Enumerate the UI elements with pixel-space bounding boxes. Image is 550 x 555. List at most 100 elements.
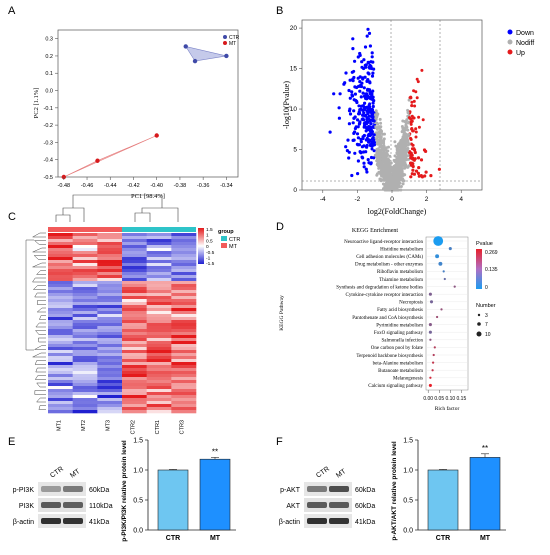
heatmap-cell	[97, 263, 123, 267]
kegg-title: KEGG Enrichment	[352, 228, 398, 234]
blot-f-band-1-ctr	[307, 486, 327, 492]
blot-e-kda-3: 41kDa	[89, 519, 109, 526]
volcano-point	[380, 178, 384, 182]
heatmap-cell	[122, 251, 147, 255]
volcano-point-down	[352, 116, 356, 120]
volcano-point	[412, 99, 416, 103]
volcano-point-down	[368, 44, 372, 48]
volcano-point-down	[351, 79, 355, 83]
heatmap-cell	[97, 329, 123, 333]
heatmap-cell	[171, 383, 197, 387]
row-dendrogram-branch	[35, 270, 46, 275]
heatmap-cell	[146, 407, 172, 411]
kegg-x-tick-label: 0.05	[434, 396, 444, 402]
volcano-point	[379, 121, 383, 125]
volcano-point	[383, 184, 387, 188]
heatmap-cell	[122, 362, 147, 366]
pca-ctr-hull	[185, 45, 227, 62]
volcano-point	[380, 147, 384, 151]
bar-e-y-tick-label: 1.0	[133, 468, 143, 475]
volcano-point	[384, 153, 388, 157]
volcano-point-down	[371, 71, 375, 75]
volcano-point	[415, 96, 419, 100]
blot-f-label-3: β-actin	[279, 519, 300, 526]
heatmap-cell	[72, 353, 98, 357]
heatmap-cell	[171, 287, 197, 291]
blot-f-band-3-ctr	[307, 518, 327, 524]
heatmap-cell	[72, 347, 98, 351]
volcano-point	[398, 149, 402, 153]
heatmap-scale-label: -1.5	[206, 261, 215, 267]
blot-e-kda-2: 110kDa	[89, 503, 113, 510]
heatmap-cell	[72, 293, 98, 297]
heatmap-cell	[72, 284, 98, 288]
blot-f-label-2: AKT	[286, 503, 300, 510]
kegg-point	[440, 308, 443, 311]
heatmap-cell	[171, 236, 197, 240]
volcano-point-down	[353, 92, 357, 96]
heatmap-scale-label: 0.5	[206, 238, 213, 244]
heatmap-cell	[72, 305, 98, 309]
volcano-point-up	[409, 163, 414, 167]
heatmap-cell	[171, 407, 197, 411]
heatmap-cell	[146, 329, 172, 333]
heatmap-cell	[97, 344, 123, 348]
heatmap-group-ctr-swatch	[221, 236, 227, 241]
heatmap-cell	[48, 341, 73, 345]
heatmap-cell	[97, 392, 123, 396]
kegg-pathway-label: Necroptosis	[399, 301, 423, 306]
volcano-point-down	[365, 109, 369, 113]
volcano-point	[393, 140, 397, 144]
volcano-point-down	[357, 112, 361, 116]
blot-e-row3-bg	[38, 514, 86, 528]
heatmap-cell	[171, 335, 197, 339]
volcano-point-down	[347, 156, 351, 160]
volcano-point	[417, 115, 421, 119]
heatmap-cell	[122, 299, 147, 303]
heatmap-cell	[171, 344, 197, 348]
heatmap-cell	[48, 266, 73, 270]
volcano-point-down	[345, 149, 349, 153]
heatmap-cell	[48, 353, 73, 357]
volcano-point	[398, 144, 402, 148]
heatmap-cell	[48, 233, 73, 237]
kegg-x-tick-label: 0.15	[457, 396, 467, 402]
heatmap-cell	[72, 365, 98, 369]
heatmap-cell	[171, 281, 197, 285]
heatmap-cell	[171, 251, 197, 255]
volcano-point	[414, 127, 418, 131]
volcano-point-down	[367, 31, 372, 35]
heatmap-cell	[171, 395, 197, 399]
volcano-point-down	[371, 115, 375, 119]
heatmap-cell	[48, 293, 73, 297]
volcano-point-up	[416, 156, 421, 160]
volcano-point-down	[372, 156, 376, 160]
heatmap-cell	[97, 236, 123, 240]
heatmap-cell	[146, 368, 172, 372]
volcano-point	[389, 161, 393, 165]
volcano-point-down	[370, 51, 374, 55]
heatmap-cell	[97, 254, 123, 258]
heatmap-cell	[146, 359, 172, 363]
bar-f-y-tick-label: 0.0	[403, 528, 413, 535]
kegg-point	[428, 323, 432, 327]
heatmap-cell	[48, 245, 73, 249]
kegg-point	[432, 353, 435, 357]
pca-x-tick-label: -0.48	[58, 183, 71, 189]
volcano-point	[379, 136, 383, 139]
volcano-point-down	[362, 144, 366, 148]
heatmap-cell	[171, 257, 197, 261]
blot-e-band-2-mt	[63, 502, 83, 508]
heatmap-cell	[122, 392, 147, 396]
kegg-pvalue-mid: 0.135	[485, 267, 498, 273]
heatmap-cell	[146, 335, 172, 339]
volcano-point	[413, 104, 417, 108]
volcano-point	[396, 182, 400, 186]
heatmap-cell	[171, 260, 197, 264]
volcano-point-down	[353, 59, 357, 63]
volcano-point-down	[364, 113, 368, 117]
blot-e-band-1-mt	[63, 486, 83, 492]
heatmap-cell	[171, 278, 197, 282]
kegg-pathway-label: Pyrimidine metabolism	[376, 323, 423, 328]
row-dendrogram-branch	[31, 232, 46, 238]
